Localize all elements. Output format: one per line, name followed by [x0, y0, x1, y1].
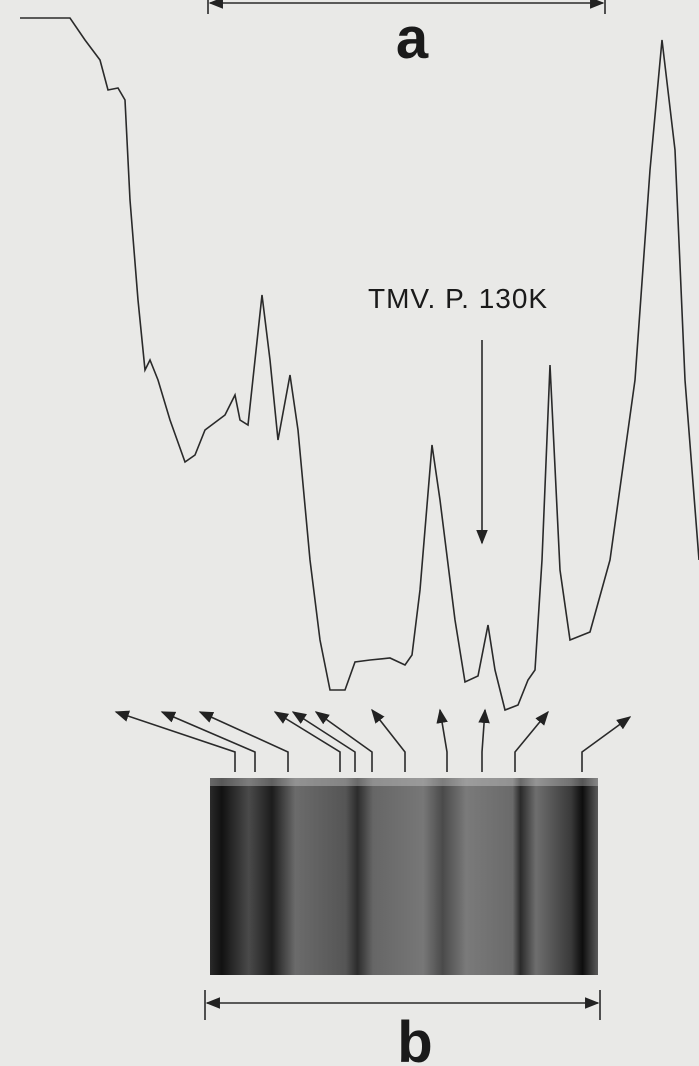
page: a TMV. P. 130K b (() => { const data = J… — [0, 0, 699, 1066]
band-arrows — [116, 710, 630, 772]
gel-image — [210, 778, 598, 975]
densitometer-trace — [20, 18, 699, 710]
panel-label: b — [397, 1010, 432, 1066]
protein-label: TMV. P. 130K — [368, 283, 548, 314]
gel-edge — [210, 778, 598, 786]
figure: a TMV. P. 130K b — [0, 0, 699, 1066]
panel-label: a — [396, 6, 429, 71]
